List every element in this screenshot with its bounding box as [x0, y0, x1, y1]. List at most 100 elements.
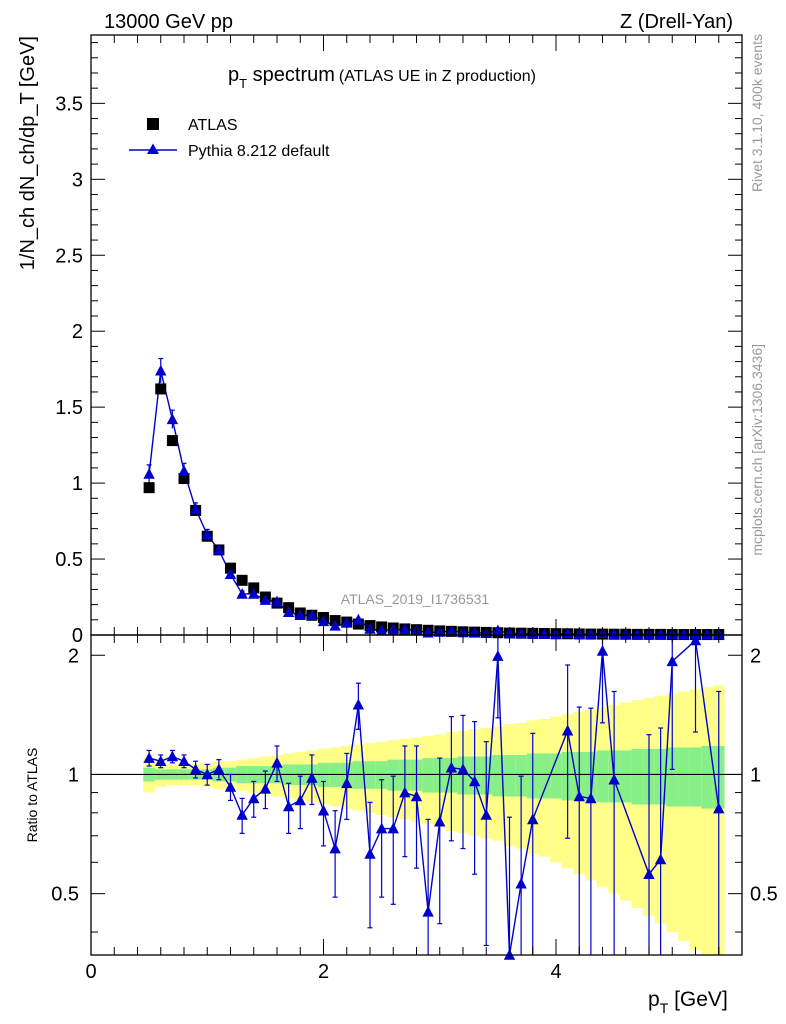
mc-point: [178, 464, 190, 476]
band-inner: [503, 754, 516, 797]
ratio-point: [178, 755, 190, 767]
ratio-point: [166, 750, 179, 762]
ratio-point: [282, 800, 295, 812]
band-inner: [550, 753, 562, 799]
mc-point: [515, 627, 527, 639]
xlabel-subscript: T: [660, 1000, 669, 1016]
mc-point: [329, 619, 341, 631]
mc-point: [224, 568, 237, 580]
band-inner: [492, 754, 504, 797]
main-ytick-label: 2.5: [55, 245, 83, 267]
main-ytick-label: 3: [72, 169, 83, 191]
main-ytick-label: 1: [72, 473, 83, 495]
mc-point: [306, 609, 318, 621]
ratio-point: [434, 815, 446, 827]
ratio-ytick-label-left: 1: [68, 764, 79, 786]
xtick-label: 4: [550, 961, 561, 983]
mc-point: [375, 624, 388, 636]
mc-point: [538, 628, 551, 640]
main-ytick-label: 0.5: [55, 549, 83, 571]
band-inner: [387, 759, 400, 791]
legend-label-pythia: Pythia 8.212 default: [188, 143, 330, 160]
ratio-point: [410, 790, 423, 802]
ratio-point: [561, 724, 574, 736]
ratio-point: [259, 782, 272, 794]
mc-point: [294, 609, 306, 621]
ratio-point: [654, 853, 667, 865]
ratio-point: [294, 794, 306, 806]
ratio-point: [457, 763, 469, 775]
xtick-label: 2: [318, 961, 329, 983]
mc-point: [166, 413, 179, 425]
ratio-point: [399, 786, 411, 798]
mc-point: [678, 628, 690, 640]
atlas-point: [178, 473, 190, 485]
mc-point: [352, 613, 365, 625]
ratio-point: [515, 877, 527, 889]
mcplots-info: mcplots.cern.ch [arXiv:1306.3436]: [749, 344, 765, 556]
mc-point: [213, 543, 225, 555]
main-ytick-label: 1.5: [55, 397, 83, 419]
ratio-point: [666, 655, 678, 667]
band-inner: [666, 747, 679, 807]
atlas-point: [248, 582, 260, 594]
legend-marker-atlas: [147, 118, 159, 130]
ratio-point: [329, 842, 341, 854]
mc-point: [259, 594, 272, 605]
ratio-point: [201, 768, 213, 780]
atlas-point: [155, 383, 167, 395]
band-inner: [538, 753, 551, 799]
band-inner: [619, 750, 632, 803]
mc-point: [631, 628, 644, 640]
ratio-ytick-label-right: 2: [750, 645, 761, 667]
ratio-point: [236, 808, 248, 820]
ratio-point: [468, 775, 481, 787]
mc-point: [271, 595, 283, 607]
analysis-id: ATLAS_2019_I1736531: [341, 591, 490, 607]
ratio-point: [387, 822, 399, 834]
mc-point: [189, 502, 202, 514]
band-outer: [689, 689, 702, 951]
ratio-point: [375, 822, 388, 834]
axis-ticks: 00.511.522.533.50 2 40.5 0.51 12 2: [51, 35, 778, 983]
ratio-point: [248, 792, 260, 804]
mc-point: [492, 624, 504, 636]
ratio-point: [585, 792, 597, 804]
plot-title-paren: (ATLAS UE in Z production): [339, 68, 536, 85]
band-outer: [678, 691, 690, 941]
legend-marker-pythia: [147, 143, 159, 154]
mc-uncertainty-bands: [143, 685, 725, 955]
ratio-point: [608, 773, 620, 785]
band-outer: [701, 687, 713, 955]
main-ytick-label: 0: [72, 625, 83, 647]
ratio-point: [224, 780, 237, 792]
mc-point: [585, 628, 597, 640]
mc-point: [701, 628, 713, 640]
xlabel: pT [GeV]: [648, 988, 728, 1016]
mc-point: [608, 628, 620, 640]
band-inner: [596, 750, 609, 803]
atlas-point: [236, 574, 248, 586]
ratio-point: [364, 847, 376, 859]
ratio-point: [480, 808, 492, 820]
atlas-point: [225, 562, 236, 574]
ratio-point: [445, 761, 458, 773]
mc-point: [445, 625, 458, 637]
band-inner: [689, 747, 702, 807]
ratio-point: [189, 763, 202, 775]
atlas-point: [143, 482, 155, 494]
ratio-ylabel: Ratio to ATLAS: [24, 748, 40, 843]
ratio-point: [492, 650, 504, 661]
mc-point: [282, 606, 295, 618]
ratio-point: [596, 645, 609, 656]
ratio-point: [271, 756, 283, 768]
ratio-ytick-label-right: 1: [750, 764, 761, 786]
rivet-info: Rivet 3.1.10, 400k events: [749, 34, 765, 192]
xlabel-rest: [GeV]: [668, 988, 728, 1011]
xlabel-main: p: [648, 988, 660, 1011]
ratio-point: [306, 771, 318, 783]
mc-point: [201, 528, 213, 540]
legend-label-atlas: ATLAS: [188, 117, 238, 134]
plot-title: pT spectrum (ATLAS UE in Z production): [228, 64, 536, 91]
band-inner: [631, 748, 644, 805]
